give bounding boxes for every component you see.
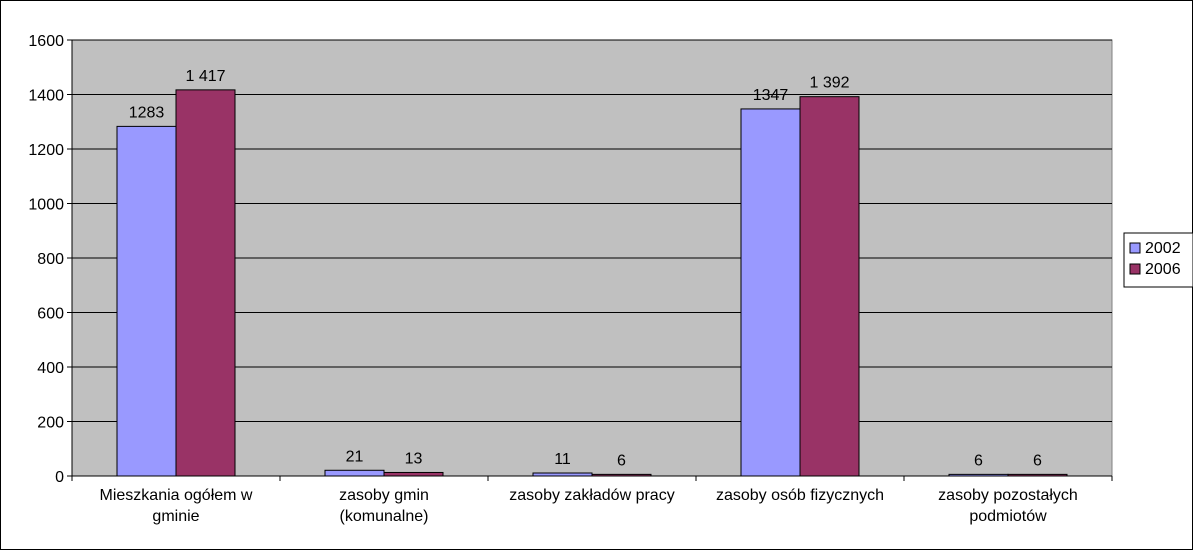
x-tick-label-line: (komunalne) [340, 508, 429, 525]
data-label: 1283 [129, 104, 165, 121]
data-labels: 1283 1 417 21 13 11 6 1347 1 392 6 6 [129, 68, 1042, 469]
y-tick-label: 600 [37, 306, 64, 323]
x-axis-ticks: Mieszkania ogółem w gminie zasoby gmin (kom… [71, 476, 1113, 525]
data-label: 11 [554, 451, 571, 468]
legend: 2002 2006 [1123, 232, 1193, 288]
legend-swatch-2002 [1129, 242, 1141, 254]
x-tick-label-line: gminie [152, 508, 199, 525]
x-tick-label: Mieszkania ogółem w gminie [100, 487, 253, 525]
legend-box [1123, 232, 1193, 288]
gridlines [72, 39, 1112, 422]
bar-2002 [740, 108, 801, 477]
x-tick-label: zasoby osób fizycznych [716, 487, 884, 504]
y-tick-label: 0 [55, 469, 64, 486]
bar-2006 [383, 471, 444, 477]
legend-label: 2006 [1145, 261, 1181, 278]
x-tick-label: zasoby gmin (komunalne) [339, 487, 429, 525]
y-tick-label: 1600 [28, 33, 64, 50]
data-label: 13 [405, 450, 423, 467]
legend-swatch-2006 [1129, 263, 1141, 275]
data-label: 1 417 [185, 68, 225, 85]
data-label: 21 [346, 448, 364, 465]
x-tick-label-line: Mieszkania ogółem w [100, 487, 253, 504]
bars [116, 89, 1068, 477]
y-tick-label: 400 [37, 360, 64, 377]
x-tick-label-line: podmiotów [969, 508, 1047, 525]
x-tick-label-line: zasoby osób fizycznych [716, 487, 884, 504]
data-label: 1 392 [809, 75, 849, 92]
y-axis-ticks: 0 200 400 600 800 1000 1200 1400 1600 [28, 33, 72, 486]
x-tick-label-line: zasoby zakładów pracy [509, 487, 674, 504]
data-label: 6 [1033, 452, 1042, 469]
y-tick-label: 1200 [28, 142, 64, 159]
bar-2006 [799, 96, 860, 477]
bar-2002 [324, 469, 385, 477]
x-tick-label-line: zasoby gmin [339, 487, 429, 504]
y-tick-label: 800 [37, 251, 64, 268]
y-tick-label: 1000 [28, 197, 64, 214]
x-tick-label-line: zasoby pozostałych [938, 487, 1078, 504]
x-tick-label: zasoby zakładów pracy [509, 487, 674, 504]
data-label: 6 [617, 452, 626, 469]
bar-2006 [175, 89, 236, 477]
legend-label: 2002 [1145, 240, 1181, 257]
y-tick-label: 200 [37, 415, 64, 432]
bar-2002 [116, 125, 177, 477]
y-tick-label: 1400 [28, 88, 64, 105]
data-label: 6 [974, 452, 983, 469]
data-label: 1347 [753, 87, 789, 104]
x-tick-label: zasoby pozostałych podmiotów [938, 487, 1078, 525]
